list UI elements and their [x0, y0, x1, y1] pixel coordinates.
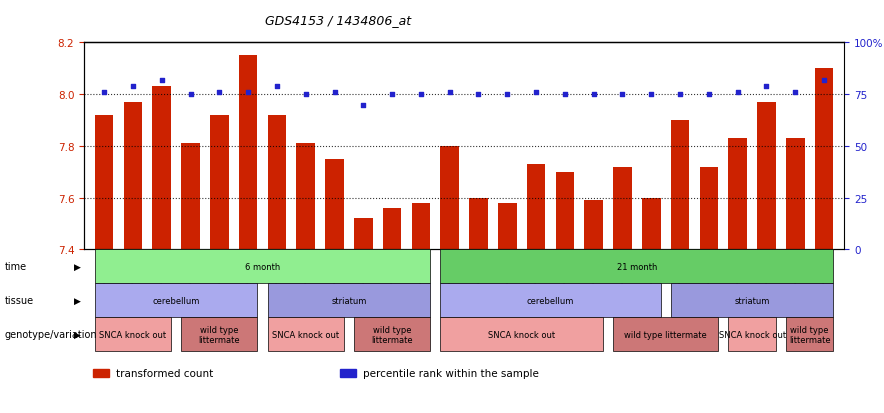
Text: ▶: ▶ — [74, 330, 81, 339]
Point — [299, 92, 313, 98]
Text: 6 month: 6 month — [245, 262, 280, 271]
Bar — [613, 167, 632, 250]
Point — [414, 92, 428, 98]
Point — [212, 90, 226, 96]
Bar — [181, 144, 200, 250]
Point — [702, 92, 716, 98]
Point — [356, 102, 370, 109]
Bar — [786, 139, 804, 250]
Text: wild type
littermate: wild type littermate — [371, 325, 413, 344]
Text: striatum: striatum — [735, 296, 770, 305]
Text: genotype/variation: genotype/variation — [4, 330, 97, 339]
Text: 21 month: 21 month — [617, 262, 657, 271]
Bar — [584, 201, 603, 250]
Text: time: time — [4, 262, 27, 272]
Point — [789, 90, 803, 96]
Point — [471, 92, 485, 98]
Text: SNCA knock out: SNCA knock out — [272, 330, 339, 339]
Point — [385, 92, 400, 98]
Bar — [124, 103, 142, 250]
Bar — [210, 116, 229, 250]
Text: wild type
littermate: wild type littermate — [789, 325, 830, 344]
Bar — [671, 121, 690, 250]
Text: cerebellum: cerebellum — [527, 296, 575, 305]
Point — [558, 92, 572, 98]
Bar — [152, 87, 171, 250]
Bar — [728, 139, 747, 250]
Text: GDS4153 / 1434806_at: GDS4153 / 1434806_at — [265, 14, 411, 27]
Bar — [642, 198, 660, 250]
Point — [730, 90, 744, 96]
Point — [97, 90, 111, 96]
Point — [817, 77, 831, 84]
Text: SNCA knock out: SNCA knock out — [488, 330, 555, 339]
Bar — [757, 103, 776, 250]
Text: transformed count: transformed count — [116, 368, 213, 378]
Bar — [325, 159, 344, 250]
Text: ▶: ▶ — [74, 262, 81, 271]
Point — [241, 90, 255, 96]
Bar — [239, 56, 257, 250]
Point — [759, 83, 774, 90]
Text: tissue: tissue — [4, 296, 34, 306]
Text: cerebellum: cerebellum — [152, 296, 200, 305]
Bar — [383, 209, 401, 250]
Bar — [527, 165, 545, 250]
Point — [587, 92, 601, 98]
Bar — [699, 167, 718, 250]
Text: wild type
littermate: wild type littermate — [199, 325, 240, 344]
Point — [615, 92, 629, 98]
Bar — [469, 198, 488, 250]
Bar — [268, 116, 286, 250]
Point — [673, 92, 687, 98]
Bar — [815, 69, 834, 250]
Text: percentile rank within the sample: percentile rank within the sample — [363, 368, 539, 378]
Point — [126, 83, 140, 90]
Bar — [498, 204, 516, 250]
Point — [644, 92, 659, 98]
Text: SNCA knock out: SNCA knock out — [99, 330, 166, 339]
Bar — [95, 116, 113, 250]
Point — [443, 90, 457, 96]
Point — [529, 90, 543, 96]
Point — [327, 90, 341, 96]
Bar — [555, 173, 575, 250]
Text: wild type littermate: wild type littermate — [624, 330, 707, 339]
Bar — [412, 204, 431, 250]
Point — [270, 83, 284, 90]
Bar — [296, 144, 315, 250]
Bar — [354, 219, 373, 250]
Point — [155, 77, 169, 84]
Point — [184, 92, 198, 98]
Bar — [440, 147, 459, 250]
Text: SNCA knock out: SNCA knock out — [719, 330, 786, 339]
Text: ▶: ▶ — [74, 296, 81, 305]
Text: striatum: striatum — [332, 296, 367, 305]
Point — [500, 92, 514, 98]
